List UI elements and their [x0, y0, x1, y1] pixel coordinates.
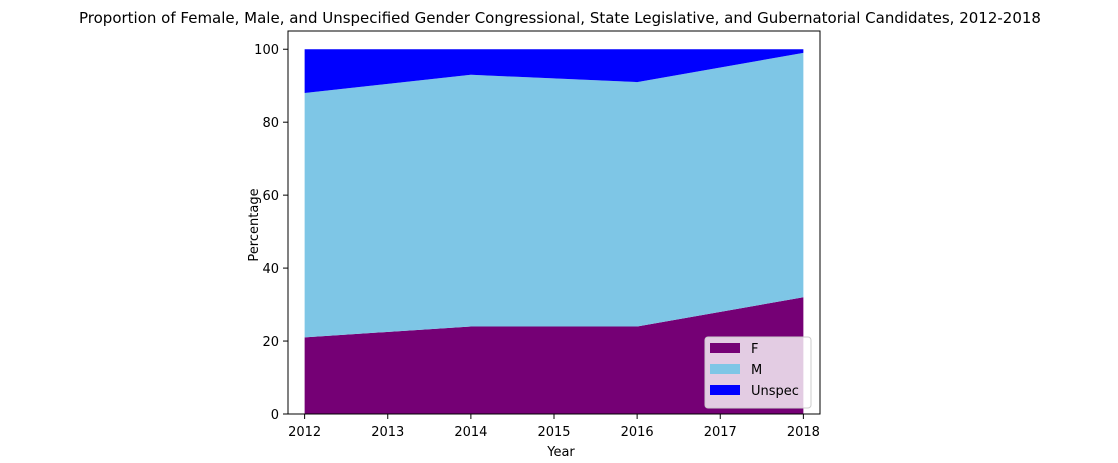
legend: FM Unspec	[704, 336, 812, 409]
x-tick-label: 2012	[288, 425, 321, 440]
legend-label-m: M	[751, 363, 762, 378]
area-series-group	[304, 49, 804, 414]
legend-label-unspec: Unspec	[751, 384, 799, 399]
x-tick-label: 2015	[537, 425, 570, 440]
y-tick-label: 40	[262, 262, 279, 277]
y-tick-label: 80	[262, 116, 279, 131]
legend-swatch-f	[710, 343, 740, 353]
chart-title: Proportion of Female, Male, and Unspecif…	[79, 9, 1041, 27]
area-series-f	[304, 297, 804, 414]
legend-label-f: F	[751, 342, 758, 357]
legend-swatch-unspec	[710, 385, 740, 395]
y-tick-label: 20	[262, 335, 279, 350]
y-tick-label: 100	[254, 43, 279, 58]
y-tick-label: 0	[271, 408, 279, 423]
area-series-m	[304, 52, 804, 338]
x-axis-label: Year	[546, 445, 575, 460]
x-tick-label: 2016	[621, 425, 654, 440]
y-tick-label: 60	[262, 189, 279, 204]
y-axis-label: Percentage	[247, 188, 262, 261]
area-series-unspec	[304, 49, 804, 94]
legend-swatch-m	[710, 364, 740, 374]
x-axis: 2012 2013 2014 2015 2016 2017 2018	[288, 414, 820, 440]
y-axis: 0 20 40 60 80 100	[254, 43, 288, 423]
x-tick-label: 2017	[704, 425, 737, 440]
x-tick-label: 2013	[371, 425, 404, 440]
x-tick-label: 2018	[787, 425, 820, 440]
x-tick-label: 2014	[454, 425, 487, 440]
